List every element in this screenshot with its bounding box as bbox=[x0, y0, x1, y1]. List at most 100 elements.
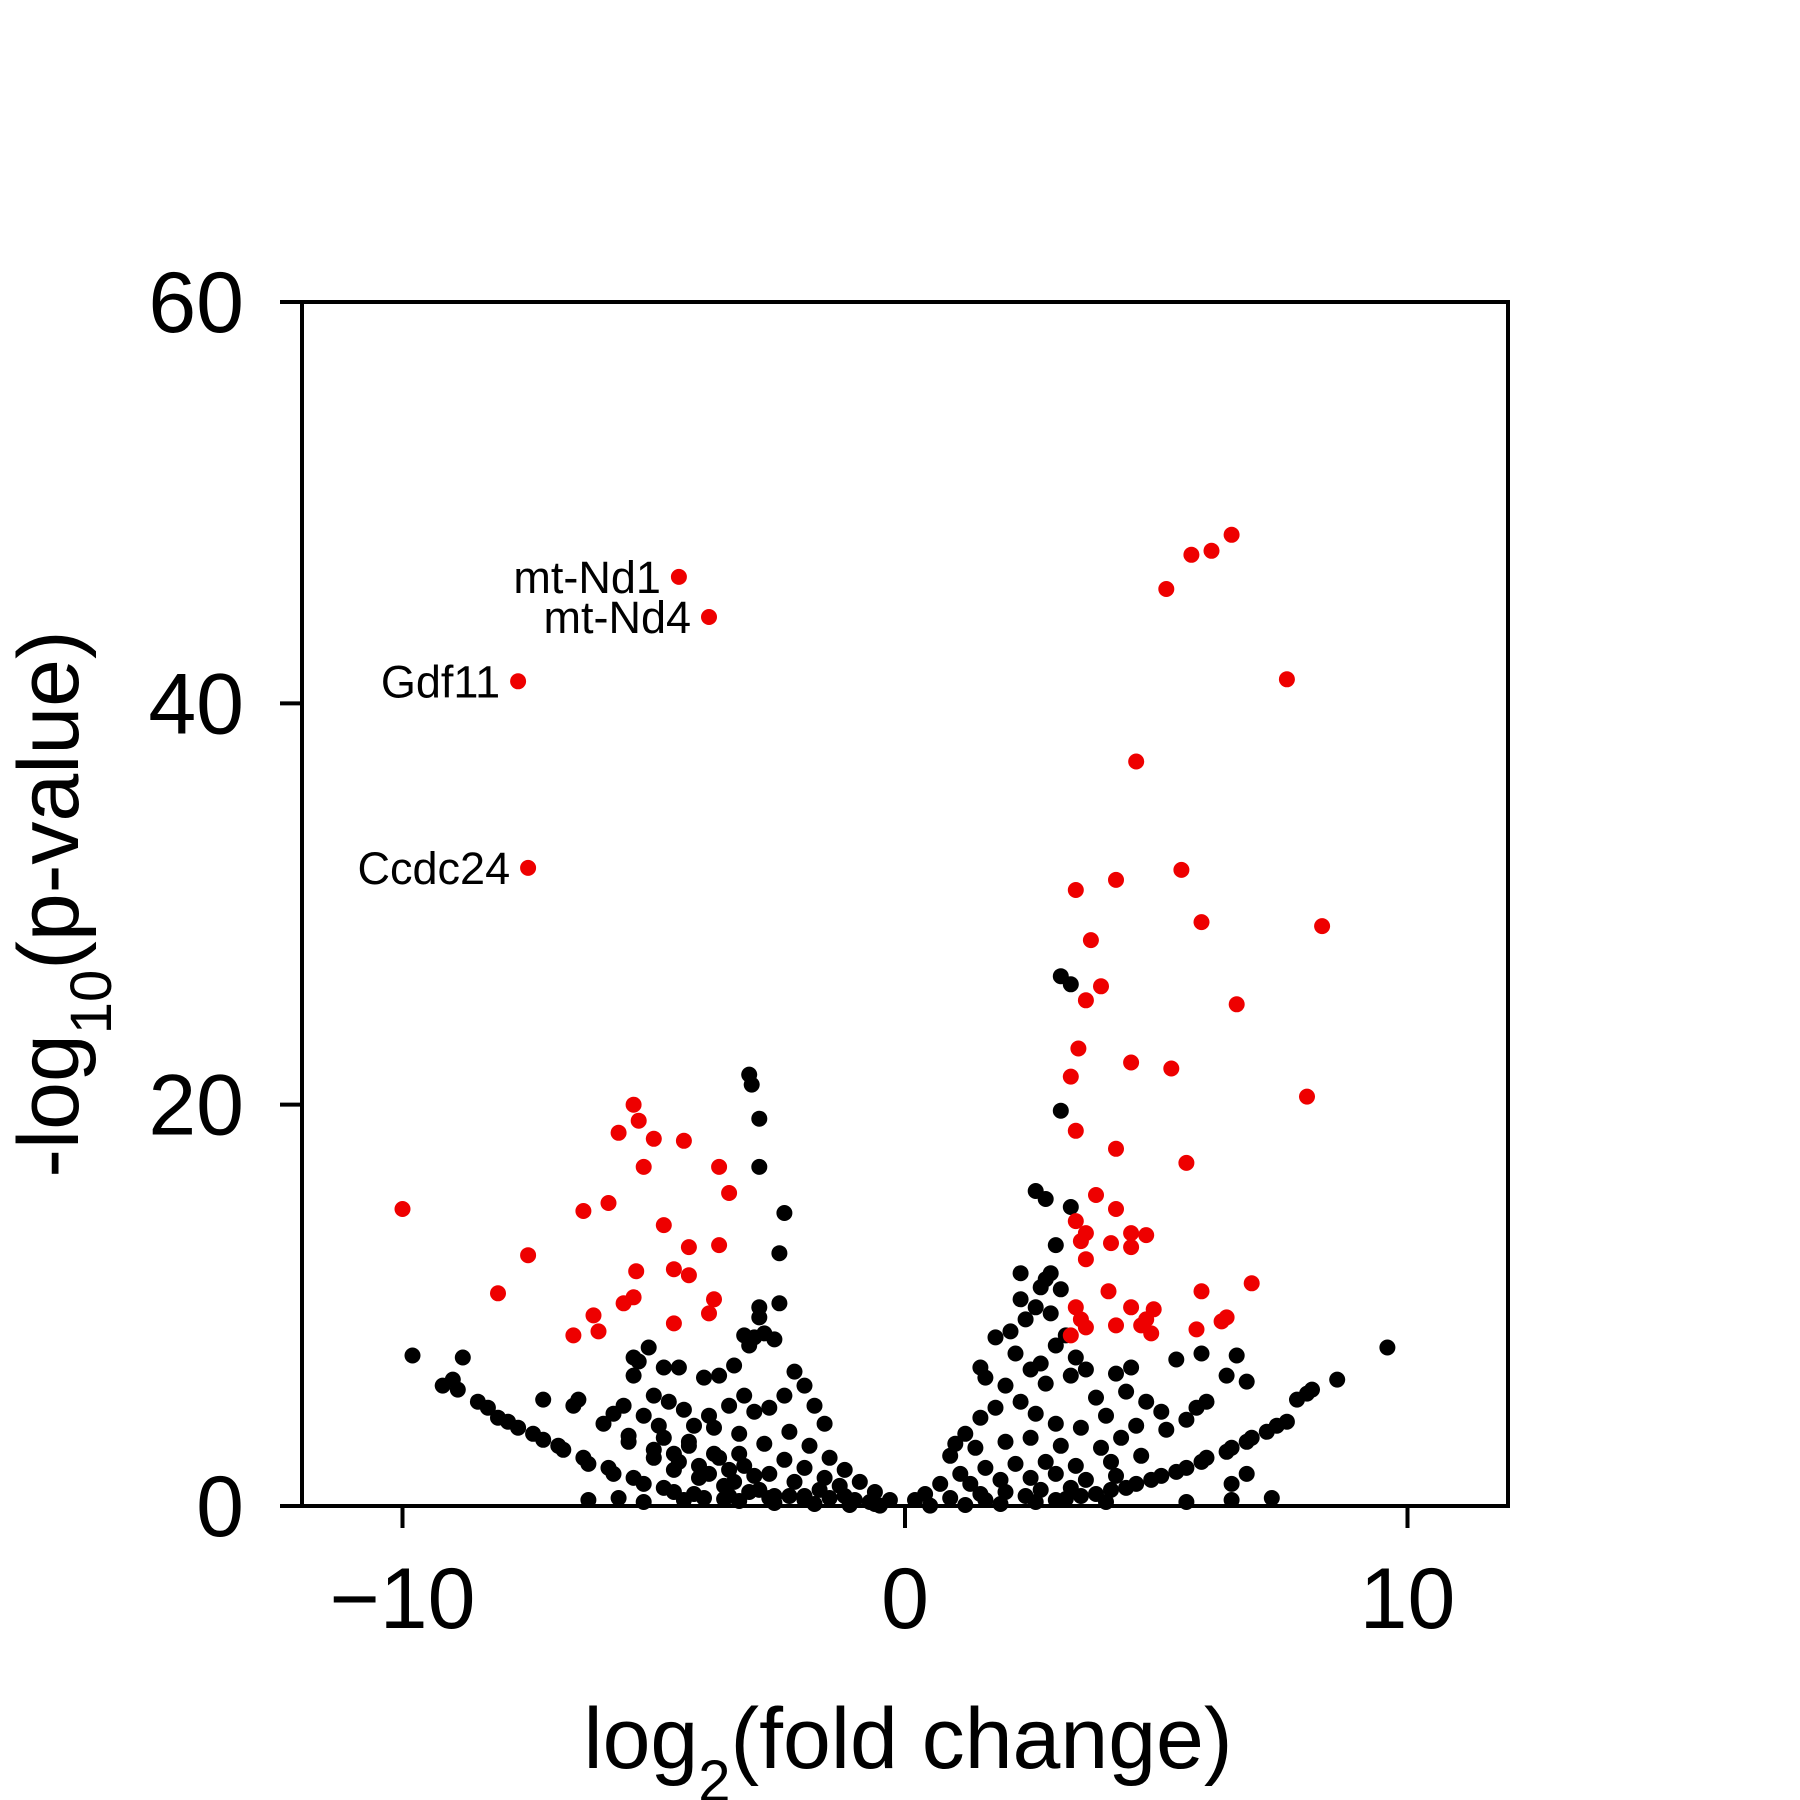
gene-point bbox=[655, 1359, 672, 1376]
gene-point bbox=[1072, 1419, 1089, 1436]
gene-point bbox=[655, 1479, 672, 1496]
gene-point bbox=[836, 1461, 853, 1478]
significant-gene-point bbox=[1088, 1187, 1104, 1203]
significant-gene-point bbox=[680, 1239, 697, 1256]
gene-point bbox=[711, 1367, 728, 1384]
gene-point bbox=[645, 1387, 662, 1404]
gene-point bbox=[1268, 1417, 1285, 1434]
gene-point bbox=[691, 1457, 707, 1474]
gene-point bbox=[851, 1473, 868, 1490]
gene-point bbox=[821, 1449, 838, 1466]
gene-point bbox=[942, 1447, 959, 1464]
gene-point bbox=[665, 1461, 682, 1478]
gene-point bbox=[987, 1399, 1004, 1416]
gene-point bbox=[972, 1359, 989, 1376]
gene-point bbox=[1007, 1455, 1024, 1472]
gene-point bbox=[404, 1347, 421, 1364]
significant-gene-point bbox=[628, 1263, 645, 1280]
gene-point bbox=[1047, 1337, 1064, 1354]
gene-point bbox=[675, 1401, 692, 1418]
x-tick-label: −10 bbox=[330, 1551, 476, 1647]
gene-point bbox=[821, 1490, 838, 1506]
gene-point bbox=[741, 1337, 758, 1354]
gene-point bbox=[1118, 1383, 1135, 1400]
significant-gene-point bbox=[1062, 1327, 1079, 1344]
significant-gene-point bbox=[1067, 1299, 1084, 1316]
significant-gene-point bbox=[1108, 1201, 1124, 1217]
gene-point bbox=[1263, 1490, 1280, 1506]
significant-gene-point bbox=[1178, 1154, 1195, 1171]
significant-gene-point bbox=[1070, 1040, 1087, 1057]
significant-gene-point bbox=[585, 1307, 602, 1324]
gene-point bbox=[500, 1413, 516, 1430]
gene-point bbox=[751, 1158, 768, 1175]
gene-point bbox=[731, 1425, 748, 1442]
gene-point bbox=[1153, 1403, 1170, 1420]
significant-gene-point bbox=[675, 1132, 692, 1149]
significant-gene-point bbox=[630, 1112, 647, 1129]
significant-gene-point bbox=[711, 1158, 728, 1175]
significant-gene-point bbox=[1183, 546, 1200, 563]
gene-point bbox=[806, 1397, 823, 1414]
significant-gene-point bbox=[1108, 871, 1124, 888]
gene-point bbox=[1088, 1389, 1104, 1406]
gene-point bbox=[454, 1349, 471, 1366]
gene-point bbox=[1052, 1281, 1069, 1298]
significant-gene-point bbox=[565, 1327, 582, 1344]
gene-point bbox=[1178, 1459, 1195, 1476]
significant-gene-point bbox=[600, 1195, 617, 1211]
significant-gene-point bbox=[1223, 526, 1240, 543]
gene-point bbox=[1012, 1291, 1029, 1308]
gene-point bbox=[721, 1397, 738, 1414]
gene-point bbox=[776, 1387, 793, 1404]
gene-point bbox=[796, 1377, 813, 1394]
significant-gene-point bbox=[1077, 1319, 1094, 1336]
gene-point bbox=[816, 1415, 833, 1432]
gene-point bbox=[1123, 1359, 1140, 1376]
gene-point bbox=[781, 1423, 798, 1440]
gene-point bbox=[1062, 976, 1079, 993]
gene-point bbox=[1223, 1475, 1240, 1492]
x-axis-title: log2(fold change) bbox=[583, 1691, 1232, 1800]
significant-gene-point bbox=[1188, 1321, 1205, 1338]
significant-gene-point bbox=[625, 1289, 642, 1306]
significant-gene-point bbox=[1093, 978, 1109, 995]
gene-point bbox=[600, 1459, 617, 1476]
gene-point bbox=[1113, 1429, 1130, 1446]
gene-point bbox=[1032, 1279, 1049, 1296]
gene-point bbox=[781, 1488, 798, 1504]
y-tick-label: 60 bbox=[148, 255, 244, 351]
gene-point bbox=[575, 1449, 592, 1466]
significant-gene-point bbox=[680, 1267, 697, 1284]
x-tick-label: 10 bbox=[1360, 1551, 1456, 1647]
gene-point bbox=[525, 1425, 542, 1442]
significant-gene-point bbox=[520, 859, 537, 876]
significant-gene-point bbox=[665, 1261, 682, 1278]
significant-gene-point bbox=[711, 1237, 728, 1254]
axis-ticks: −10 0 10 0 20 40 60 bbox=[148, 255, 1455, 1647]
significant-gene-point bbox=[1062, 1068, 1079, 1085]
gene-point bbox=[972, 1409, 989, 1426]
gene-point bbox=[751, 1110, 768, 1127]
gene-point bbox=[761, 1465, 778, 1482]
gene-point bbox=[1218, 1367, 1235, 1384]
gene-point bbox=[962, 1475, 979, 1492]
gene-point bbox=[1042, 1265, 1059, 1282]
gene-label: mt-Nd4 bbox=[543, 592, 691, 643]
gene-point bbox=[655, 1429, 672, 1446]
significant-gene-point bbox=[1067, 1213, 1084, 1230]
gene-point bbox=[1022, 1429, 1039, 1446]
gene-point bbox=[535, 1391, 552, 1408]
gene-point bbox=[660, 1393, 677, 1410]
significant-gene-point bbox=[590, 1323, 607, 1340]
gene-point bbox=[1027, 1405, 1044, 1422]
gene-point bbox=[701, 1407, 717, 1424]
gene-point bbox=[434, 1377, 451, 1394]
gene-label: mt-Nd1 bbox=[513, 552, 661, 603]
significant-gene-point bbox=[520, 1247, 537, 1264]
gene-point bbox=[1153, 1467, 1170, 1484]
significant-gene-point bbox=[1128, 753, 1145, 770]
significant-gene-point bbox=[575, 1203, 592, 1219]
significant-gene-point bbox=[1299, 1088, 1315, 1105]
gene-point bbox=[630, 1353, 647, 1370]
